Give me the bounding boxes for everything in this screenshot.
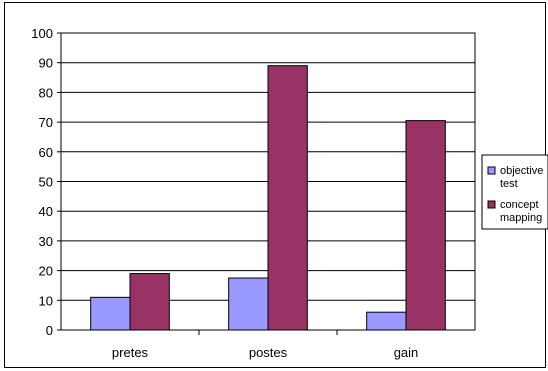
y-tick-label: 50 <box>39 175 53 190</box>
bar-pretes-1 <box>129 273 170 331</box>
y-tick-label: 70 <box>39 115 53 130</box>
y-tick-label: 40 <box>39 204 53 219</box>
y-tick-label: 80 <box>39 85 53 100</box>
legend: objective test concept mapping <box>481 154 548 230</box>
legend-label-line: objective <box>500 165 543 177</box>
bar-pretes-0 <box>90 296 131 331</box>
bar-gain-1 <box>405 120 446 331</box>
bar-postes-1 <box>267 65 308 331</box>
y-tick-label: 0 <box>46 323 53 338</box>
y-tick-label: 90 <box>39 56 53 71</box>
legend-swatch-1 <box>487 200 496 209</box>
y-tick-label: 100 <box>31 26 53 41</box>
x-tick-labels: pretes postes gain <box>112 330 418 360</box>
legend-swatch-0 <box>487 166 496 175</box>
legend-label-0: objective test <box>500 165 543 190</box>
legend-label-line: test <box>500 178 518 190</box>
y-tick-label: 60 <box>39 145 53 160</box>
legend-label-line: mapping <box>500 212 542 224</box>
legend-label-line: concept <box>500 199 539 211</box>
bar-gain-0 <box>366 311 407 331</box>
y-tick-labels: 0 10 20 30 40 50 60 70 80 90 100 <box>31 26 61 338</box>
y-tick-label: 10 <box>39 293 53 308</box>
x-tick-label-gain: gain <box>394 345 419 360</box>
y-tick-label: 30 <box>39 234 53 249</box>
x-tick-label-pretes: pretes <box>112 345 149 360</box>
y-tick-label: 20 <box>39 264 53 279</box>
legend-label-1: concept mapping <box>500 199 542 224</box>
x-tick-label-postes: postes <box>249 345 288 360</box>
bar-postes-0 <box>228 277 269 331</box>
